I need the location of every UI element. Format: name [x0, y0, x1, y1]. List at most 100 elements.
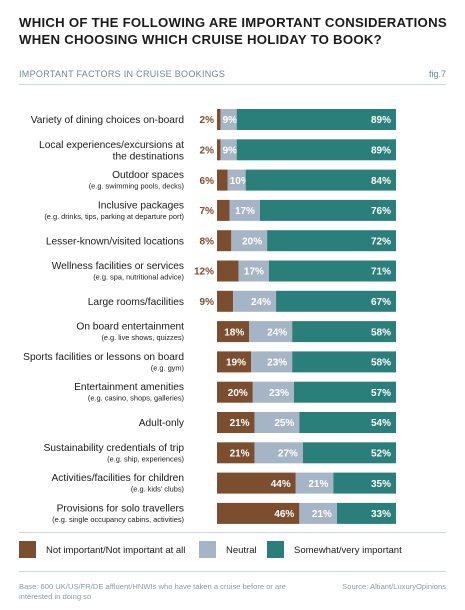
- legend-label-important: Somewhat/very important: [294, 545, 402, 556]
- data-label-neutral: 23%: [267, 358, 287, 369]
- category-label: Provisions for solo travellers: [57, 503, 184, 514]
- category-sublabel: (e.g. kids' clubs): [131, 485, 184, 494]
- bar-segment-not-important: [217, 260, 239, 282]
- bar-segment-important: [299, 412, 396, 433]
- legend-label-neutral: Neutral: [226, 545, 257, 556]
- category-label: On board entertainment: [76, 322, 184, 333]
- data-label-neutral: 17%: [235, 206, 255, 217]
- bar-segment-neutral: [227, 169, 246, 191]
- bar-segment-important: [236, 139, 396, 161]
- data-label-neutral: 25%: [274, 418, 294, 429]
- data-label-neutral: 9%: [223, 115, 238, 126]
- category-label: Lesser-known/visited locations: [46, 236, 184, 247]
- bar-segment-important: [292, 321, 396, 343]
- bar-segment-neutral: [299, 502, 337, 524]
- category-label: Wellness facilities or services: [52, 261, 184, 272]
- chart-subtitle: IMPORTANT FACTORS IN CRUISE BOOKINGS: [19, 69, 226, 79]
- data-label-neutral: 27%: [278, 449, 298, 460]
- category-label: Inclusive packages: [98, 200, 184, 211]
- bar-segment-neutral: [251, 351, 293, 373]
- bar-segment-not-important: [217, 351, 252, 373]
- category-label: Adult-only: [139, 418, 185, 429]
- data-label-not-important: 44%: [271, 479, 291, 490]
- data-label-not-important: 8%: [200, 236, 215, 247]
- bar-segment-not-important: [217, 230, 232, 252]
- bar-segment-neutral: [254, 442, 303, 464]
- data-label-not-important: 18%: [224, 327, 244, 338]
- source-credit: Source: Altiant/LuxuryOpinions: [342, 582, 446, 591]
- category-label: Outdoor spaces: [112, 170, 184, 181]
- data-label-important: 58%: [371, 327, 391, 338]
- category-label: Large rooms/facilities: [88, 297, 184, 308]
- data-label-important: 33%: [371, 509, 391, 520]
- data-label-not-important: 2%: [200, 146, 215, 157]
- bar-segment-neutral: [254, 412, 300, 433]
- data-label-important: 52%: [371, 449, 391, 460]
- data-label-neutral: 23%: [269, 388, 289, 399]
- category-sublabel: (e.g. drinks, tips, parking at departure…: [44, 212, 184, 221]
- category-sublabel: (e.g. single occupancy cabins, activitie…: [52, 515, 184, 524]
- data-label-not-important: 2%: [200, 115, 215, 126]
- stacked-bar-chart: Variety of dining choices on-board 2% 9% 89…: [23, 109, 396, 524]
- bar-segment-important: [302, 442, 396, 464]
- category-label: Local experiences/excursions at the desti…: [39, 140, 184, 163]
- legend-swatch-important: [267, 541, 284, 558]
- base-footnote: Base: 600 UK/US/FR/DE affluent/HNWIs who…: [19, 582, 287, 601]
- data-label-important: 35%: [371, 479, 391, 490]
- bar-segment-not-important: [217, 169, 228, 191]
- category-sublabel: (e.g. spa, nutritional advice): [93, 273, 184, 282]
- data-label-not-important: 12%: [194, 267, 214, 278]
- bar-segment-important: [336, 502, 396, 524]
- bar-segment-not-important: [217, 321, 250, 343]
- bar-segment-not-important: [217, 412, 255, 433]
- bar-segment-neutral: [220, 139, 237, 161]
- data-label-not-important: 9%: [200, 297, 215, 308]
- bar-segment-neutral: [229, 199, 260, 221]
- bar-segment-important: [268, 260, 396, 282]
- bar-segment-neutral: [252, 381, 294, 403]
- bar-segment-important: [293, 381, 396, 403]
- category-label: Entertainment amenities: [74, 382, 184, 393]
- data-label-important: 72%: [371, 236, 391, 247]
- data-label-not-important: 21%: [230, 449, 250, 460]
- data-label-neutral: 9%: [223, 146, 238, 157]
- data-label-not-important: 21%: [230, 418, 250, 429]
- bar-segment-not-important: [217, 442, 255, 464]
- data-label-not-important: 7%: [200, 206, 215, 217]
- bar-segment-neutral: [295, 472, 334, 494]
- legend-swatch-not-important: [19, 541, 36, 558]
- bar-segment-important: [259, 199, 396, 221]
- bar-segment-important: [236, 109, 396, 130]
- bar-segment-neutral: [238, 260, 269, 282]
- data-label-important: 57%: [371, 388, 391, 399]
- bar-segment-not-important: [217, 502, 300, 524]
- bar-segment-neutral: [233, 290, 277, 312]
- data-label-important: 54%: [371, 418, 391, 429]
- data-label-important: 71%: [371, 267, 391, 278]
- data-label-neutral: 24%: [267, 327, 287, 338]
- bar-segment-not-important: [217, 139, 221, 161]
- data-label-important: 67%: [371, 297, 391, 308]
- bar-segment-important: [292, 351, 396, 373]
- category-sublabel: (e.g. casino, shops, galleries): [88, 394, 184, 403]
- data-label-neutral: 21%: [312, 509, 332, 520]
- bar-segment-not-important: [217, 109, 221, 130]
- category-sublabel: (e.g. live shows, quizzes): [101, 333, 184, 342]
- bar-segment-important: [245, 169, 396, 191]
- data-label-not-important: 20%: [228, 388, 248, 399]
- legend-swatch-neutral: [199, 541, 216, 558]
- chart-legend: Not important/Not important at all Neutr…: [19, 541, 449, 559]
- category-sublabel: (e.g. ship, experiences): [107, 454, 184, 463]
- category-label: Sports facilities or lessons on board: [23, 352, 184, 363]
- bar-segment-neutral: [231, 230, 268, 252]
- bar-segment-not-important: [217, 472, 296, 494]
- top-divider: [19, 84, 446, 85]
- legend-divider: [19, 532, 446, 533]
- data-label-neutral: 21%: [308, 479, 328, 490]
- data-label-not-important: 6%: [200, 176, 215, 187]
- data-label-important: 89%: [371, 146, 391, 157]
- category-label: Variety of dining choices on-board: [31, 115, 185, 126]
- data-label-important: 58%: [371, 358, 391, 369]
- bar-segment-neutral: [220, 109, 237, 130]
- data-label-not-important: 19%: [226, 358, 246, 369]
